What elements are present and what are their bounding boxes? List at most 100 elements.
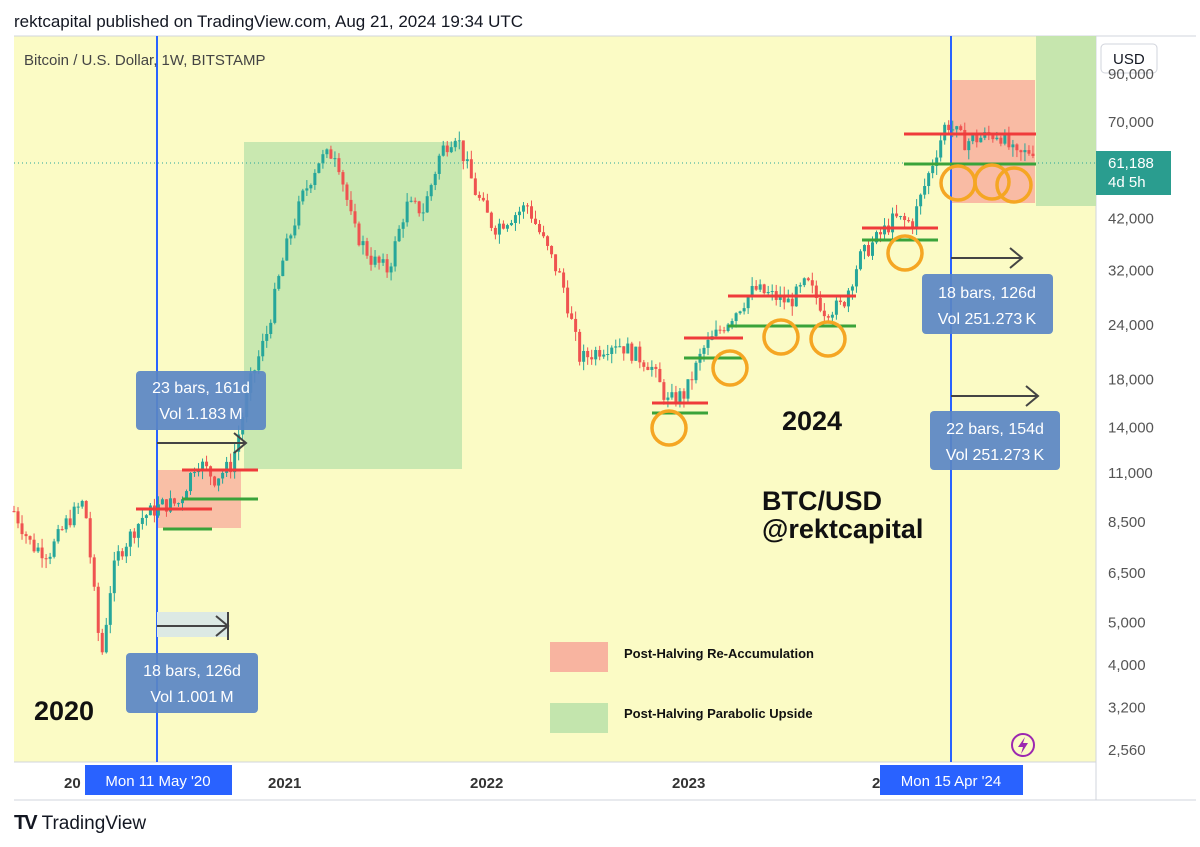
candle-body	[626, 343, 630, 354]
candle-body	[461, 140, 465, 162]
retest-circles	[650, 163, 1033, 447]
candle-body	[233, 451, 237, 473]
candle-body	[722, 330, 726, 332]
candle-body	[205, 461, 209, 467]
candle-body	[481, 197, 485, 201]
measure-bars: 23 bars, 161d	[152, 380, 250, 397]
candle-body	[281, 260, 285, 277]
candle-body	[517, 211, 521, 216]
candle-body	[365, 241, 369, 256]
candle-body	[329, 149, 333, 159]
measure-bars: 18 bars, 126d	[938, 285, 1036, 302]
candle-body	[413, 200, 417, 202]
price-ticks: 90,000 70,000 42,000 32,000 24,000 18,000 14,0…	[1108, 66, 1154, 759]
candle-body	[842, 302, 846, 307]
candle-body	[429, 185, 433, 197]
candle-body	[1007, 133, 1011, 148]
candle-body	[854, 269, 858, 287]
candle-body	[758, 284, 762, 290]
candle-body	[92, 557, 96, 587]
time-label: 2	[872, 775, 880, 792]
candle-body	[72, 506, 76, 526]
currency-button[interactable]	[1100, 43, 1158, 74]
price-tick-label: 2,560	[1108, 742, 1146, 759]
candle-body	[445, 145, 449, 153]
candle-body	[899, 216, 903, 218]
candle-body	[389, 266, 393, 273]
measure-vol: Vol 251.273 K	[946, 447, 1045, 464]
candle-body	[582, 350, 586, 362]
candle-body	[782, 294, 786, 303]
candle-body	[325, 149, 329, 155]
candle-body	[923, 186, 927, 195]
time-axis[interactable]: 20 2021 2022 2023 2 Mon 11 May '20 Mon 1…	[64, 765, 1023, 795]
candle-body	[834, 300, 838, 315]
candle-body	[301, 190, 305, 202]
candle-body	[56, 529, 60, 542]
legend-label-green: Post-Halving Parabolic Upside	[624, 706, 813, 721]
candle-body	[104, 624, 108, 653]
candle-body	[738, 311, 742, 314]
time-label: 2021	[268, 775, 301, 792]
tradingview-brand: TradingView	[41, 812, 147, 834]
candle-body	[116, 551, 120, 561]
price-tick-label: 4,000	[1108, 657, 1146, 674]
candle-body	[550, 245, 554, 255]
candle-body	[189, 472, 193, 492]
candle-body	[566, 287, 570, 314]
candle-body	[52, 541, 56, 557]
candle-body	[554, 254, 558, 272]
time-label: 2022	[470, 775, 503, 792]
candle-body	[598, 350, 602, 357]
price-tick-label: 5,000	[1108, 615, 1146, 632]
candle-body	[309, 185, 313, 189]
candle-body	[44, 558, 48, 560]
candle-body	[289, 235, 293, 239]
watermark-author: @rektcapital	[762, 514, 923, 544]
candle-body	[80, 500, 84, 507]
candle-body	[955, 126, 959, 130]
candle-body	[570, 313, 574, 319]
time-cursor-right-label: Mon 15 Apr '24	[901, 773, 1001, 790]
candle-body	[305, 188, 309, 191]
lightning-icon[interactable]	[1011, 733, 1035, 757]
publish-info: rektcapital published on TradingView.com…	[14, 12, 524, 31]
candle-body	[682, 391, 686, 399]
candle-body	[285, 238, 289, 261]
retest-circle	[762, 318, 800, 356]
candle-body	[261, 340, 265, 357]
candle-body	[128, 531, 132, 547]
candle-body	[76, 506, 80, 508]
candle-body	[497, 223, 501, 235]
candle-body	[818, 297, 822, 311]
candle-body	[642, 362, 646, 367]
candle-body	[594, 350, 598, 360]
last-price-badge	[1096, 151, 1171, 195]
candle-body	[373, 256, 377, 265]
last-price: 61,188	[1108, 155, 1154, 172]
parabolic-zone-2020	[244, 142, 462, 469]
candle-body	[385, 259, 389, 273]
candle-body	[489, 212, 493, 228]
candle-body	[525, 205, 529, 207]
candle-body	[345, 184, 349, 200]
candle-body	[160, 499, 164, 505]
tradingview-logo[interactable]: TV TradingView	[14, 812, 146, 835]
candle-body	[1031, 153, 1035, 157]
measure-box-126d-2024: 18 bars, 126d Vol 251.273 K	[922, 274, 1053, 334]
candle-body	[477, 194, 481, 198]
retest-circle	[886, 234, 924, 272]
candle-body	[826, 316, 830, 318]
candle-body	[838, 300, 842, 303]
candle-body	[814, 285, 818, 298]
retest-circle	[650, 409, 688, 447]
candle-body	[678, 391, 682, 404]
measure-box-161d: 23 bars, 161d Vol 1.183 M	[136, 371, 266, 430]
candle-body	[618, 346, 622, 348]
candle-body	[939, 140, 943, 158]
candle-body	[806, 278, 810, 281]
candle-body	[152, 505, 156, 516]
price-axis[interactable]: USD 90,000 70,000 42,000 32,000 24,000 18,000…	[1096, 43, 1171, 759]
candle-body	[798, 285, 802, 287]
